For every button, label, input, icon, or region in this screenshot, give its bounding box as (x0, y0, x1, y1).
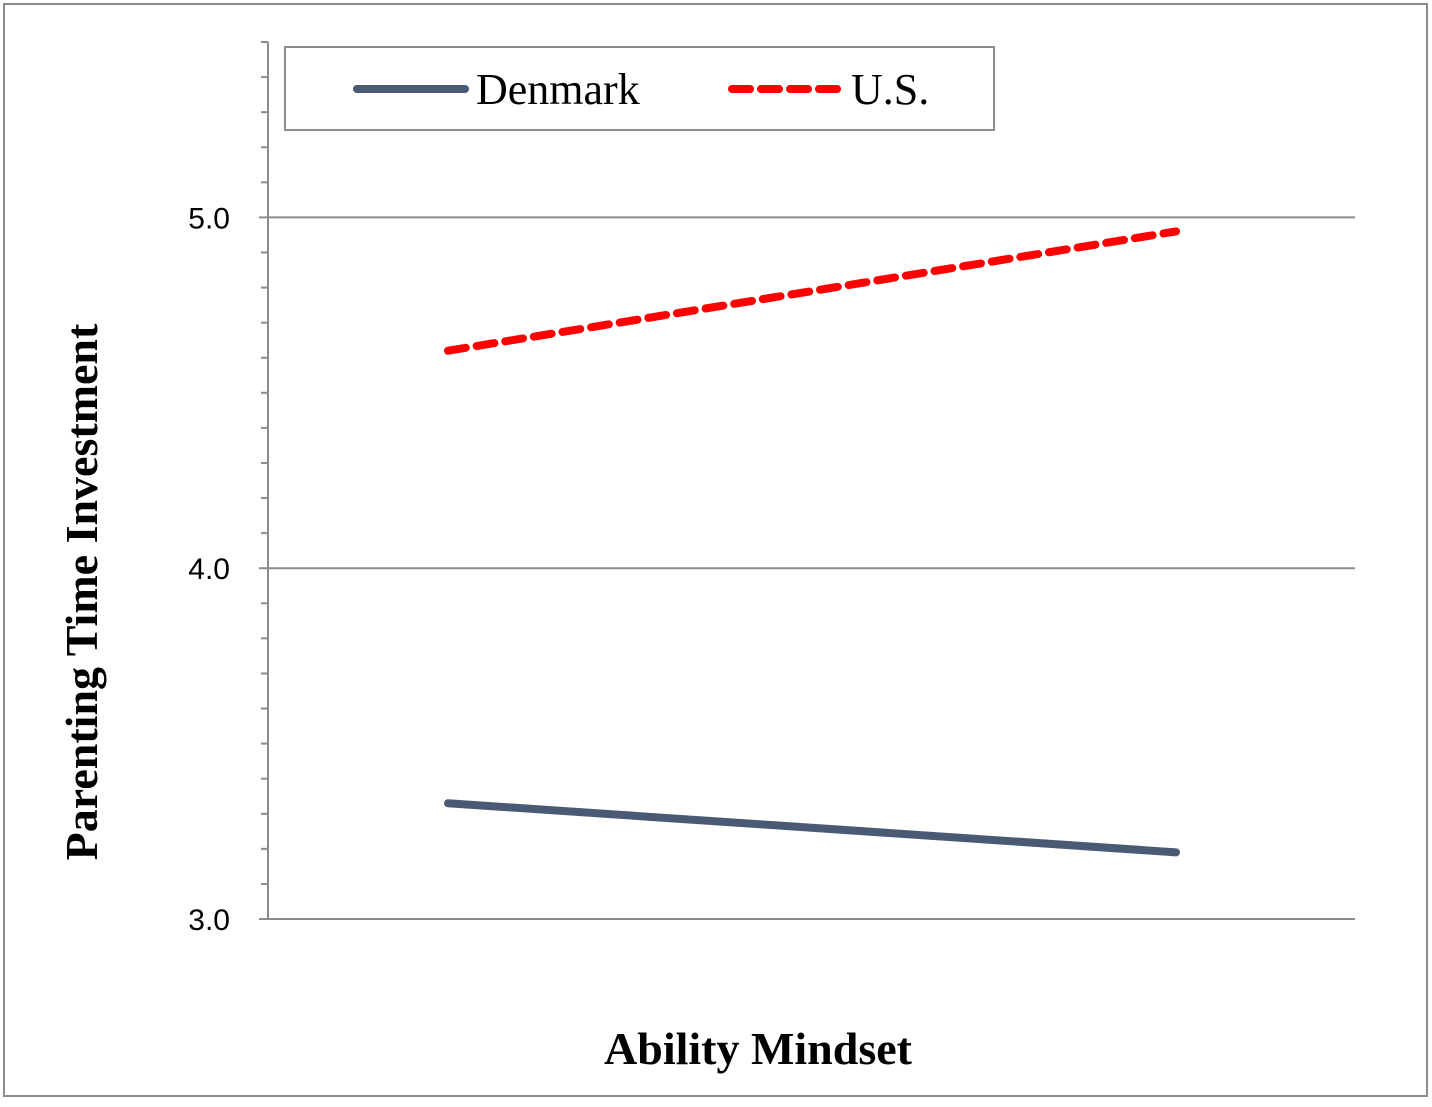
gridlines (268, 216, 1355, 920)
series-line-us (444, 227, 1180, 355)
y-tick-label-3.0: 3.0 (188, 904, 230, 937)
legend-label-denmark: Denmark (476, 65, 640, 114)
y-tick-label-5.0: 5.0 (188, 202, 230, 235)
chart-border (3, 3, 1428, 1097)
y-axis: 3.0 4.0 5.0 (188, 41, 269, 937)
y-axis-title: Parenting Time Investment (56, 323, 107, 860)
legend-label-us: U.S. (851, 65, 929, 114)
series-line-denmark (444, 799, 1180, 857)
series-lines (444, 227, 1180, 857)
legend: Denmark U.S. (284, 46, 995, 131)
x-axis-title: Ability Mindset (604, 1023, 913, 1074)
y-tick-label-4.0: 4.0 (188, 553, 230, 586)
